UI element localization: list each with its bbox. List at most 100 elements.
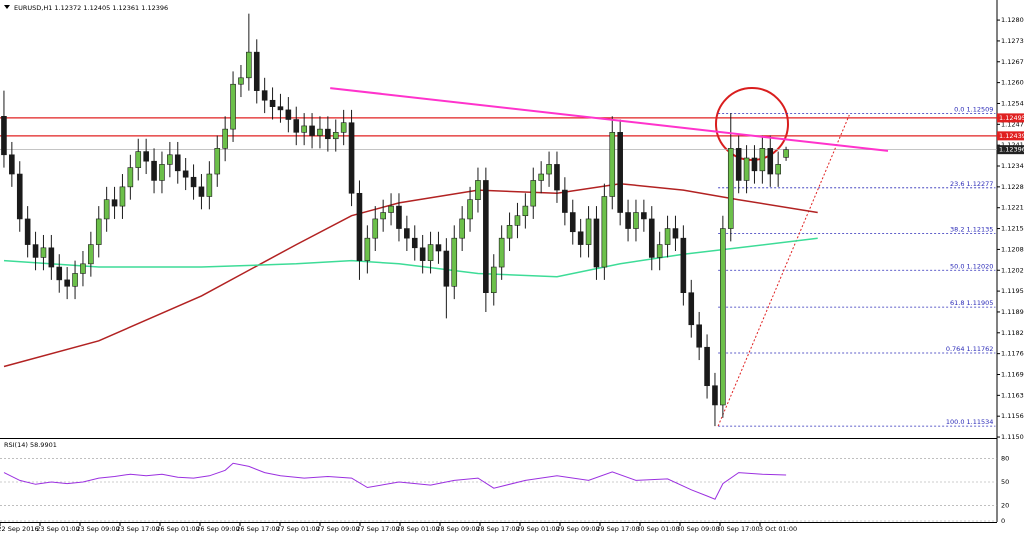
candle-body — [80, 263, 86, 274]
candle-body — [143, 151, 149, 162]
x-tick-label: 27 Sep 17:00 — [356, 525, 399, 533]
fib-label: 0.0 1.12509 — [954, 105, 993, 113]
x-tick-label: 29 Sep 01:00 — [516, 525, 559, 533]
y-tick-label: 1.12800 — [1001, 16, 1024, 24]
candle-body — [325, 128, 331, 140]
candle-body — [435, 244, 442, 252]
candle-body — [625, 212, 631, 229]
rsi-line — [3, 462, 787, 500]
candle-body — [530, 180, 537, 207]
candle-body — [459, 218, 465, 239]
candle-body — [648, 218, 655, 258]
candle-body — [64, 279, 70, 287]
candle-body — [301, 125, 307, 133]
current-price-label: 1.12396 — [999, 146, 1024, 154]
y-tick-label: 1.12280 — [1001, 183, 1024, 191]
candle-body — [664, 228, 671, 245]
y-tick-label: 1.11890 — [1001, 308, 1024, 316]
candle-body — [633, 212, 639, 229]
x-tick-label: 28 Sep 09:00 — [436, 525, 479, 533]
candle-body — [230, 83, 236, 130]
candle-body — [309, 125, 315, 136]
candle-body — [475, 180, 481, 200]
candle-body — [9, 154, 15, 175]
y-tick-label: 1.12475 — [1001, 120, 1024, 128]
candle-body — [238, 77, 244, 85]
x-tick-label: 29 Sep 09:00 — [556, 525, 599, 533]
candle-body — [127, 167, 134, 188]
trendline — [330, 87, 889, 152]
candle-body — [151, 160, 157, 181]
candle-body — [427, 244, 434, 261]
candle-body — [743, 157, 750, 181]
fib-ray — [717, 114, 850, 427]
candle-body — [277, 106, 284, 111]
candle-body — [167, 154, 173, 165]
candle-body — [190, 176, 197, 188]
current-price-box — [997, 145, 1024, 155]
candle-body — [222, 128, 228, 149]
candle-body — [498, 237, 505, 268]
candle-body — [783, 149, 789, 158]
fib-label: 0.764 1.11762 — [946, 345, 994, 353]
candle-body — [696, 324, 702, 348]
y-tick-label: 1.12215 — [1001, 204, 1024, 212]
y-tick-label: 1.11760 — [1001, 350, 1024, 358]
candle-body — [712, 385, 718, 406]
candle-body — [317, 128, 323, 136]
candle-body — [538, 173, 544, 181]
fib-label: 100.0 1.11534 — [946, 418, 994, 426]
x-tick-label: 23 Sep 09:00 — [76, 525, 119, 533]
candle-body — [490, 266, 497, 294]
candle-body — [609, 132, 616, 197]
candle-body — [135, 151, 142, 168]
x-tick-label: 26 Sep 09:00 — [196, 525, 239, 533]
candle-body — [269, 99, 276, 107]
candle-body — [24, 218, 31, 245]
x-tick-label: 30 Sep 01:00 — [636, 525, 679, 533]
y-tick-label: 1.12540 — [1001, 99, 1024, 107]
candle-body — [332, 132, 339, 140]
x-tick-label: 30 Sep 09:00 — [676, 525, 719, 533]
candle-body — [569, 212, 576, 233]
candle-body — [111, 199, 118, 207]
x-tick-label: 23 Sep 01:00 — [36, 525, 79, 533]
candle-body — [119, 186, 126, 207]
candle-body — [174, 154, 181, 172]
candle-body — [546, 164, 552, 175]
candle-body — [656, 244, 663, 258]
fib-label: 50.0 1.12020 — [950, 262, 993, 270]
x-tick-label: 29 Sep 17:00 — [596, 525, 639, 533]
x-tick-label: 28 Sep 17:00 — [476, 525, 519, 533]
candle-body — [680, 237, 687, 294]
level-label: 1.12439 — [999, 132, 1024, 140]
moving-average — [3, 182, 818, 368]
symbol-header: EURUSD,H1 1.12372 1.12405 1.12361 1.1239… — [14, 4, 168, 12]
candle-body — [506, 225, 513, 239]
candle-body — [293, 119, 300, 133]
candle-body — [285, 109, 292, 120]
y-tick-label: 1.12670 — [1001, 58, 1024, 66]
rsi-tick-label: 20 — [1001, 501, 1009, 509]
x-tick-label: 27 Sep 01:00 — [276, 525, 319, 533]
candle-body — [577, 231, 584, 245]
x-tick-label: 28 Sep 01:00 — [396, 525, 439, 533]
candle-body — [554, 164, 560, 191]
y-tick-label: 1.11500 — [1001, 433, 1024, 441]
candle-body — [206, 173, 213, 197]
y-tick-label: 1.11630 — [1001, 391, 1024, 399]
candle-body — [95, 218, 102, 245]
y-tick-label: 1.12020 — [1001, 266, 1024, 274]
y-tick-label: 1.11825 — [1001, 329, 1024, 337]
y-tick-label: 1.12150 — [1001, 225, 1024, 233]
candle-body — [159, 164, 165, 181]
candle-body — [48, 247, 55, 268]
x-tick-label: 27 Sep 09:00 — [316, 525, 359, 533]
candle-body — [467, 199, 473, 220]
fib-label: 23.6 1.12277 — [950, 180, 993, 188]
candle-body — [103, 199, 110, 220]
candle-body — [88, 244, 94, 265]
candle-body — [775, 164, 781, 175]
candle-body — [443, 250, 450, 287]
moving-average — [3, 237, 818, 278]
